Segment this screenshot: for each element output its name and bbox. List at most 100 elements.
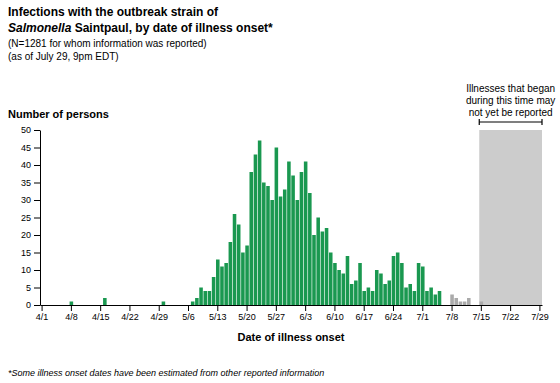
x-tick: 7/22 xyxy=(502,305,520,322)
bar xyxy=(266,186,270,305)
bar xyxy=(95,305,99,306)
bar xyxy=(425,291,429,305)
bar xyxy=(342,274,346,306)
bar xyxy=(82,305,86,306)
bar xyxy=(392,256,396,305)
y-tick: 50 xyxy=(21,125,40,135)
x-tick: 7/1 xyxy=(417,305,430,322)
marks xyxy=(70,130,542,305)
title: Infections with the outbreak strain of xyxy=(8,5,219,19)
y-tick-mark xyxy=(34,218,40,219)
bar xyxy=(509,305,513,306)
bar xyxy=(70,302,74,306)
bar xyxy=(358,263,362,305)
bar xyxy=(111,305,115,306)
bar xyxy=(178,305,182,306)
bar xyxy=(346,256,350,305)
bar xyxy=(408,284,412,305)
bar xyxy=(61,305,65,306)
x-tick-mark xyxy=(217,305,218,311)
x-tick-mark xyxy=(539,305,540,311)
bar xyxy=(191,302,195,306)
bar xyxy=(383,284,387,305)
bar xyxy=(237,225,241,306)
x-tick-label: 5/13 xyxy=(209,312,227,322)
x-tick-mark xyxy=(334,305,335,311)
bar xyxy=(513,305,517,306)
annotation: Illnesses that began xyxy=(466,83,555,94)
bar xyxy=(107,305,111,306)
title-italic: Salmonella xyxy=(8,21,72,35)
bar xyxy=(224,263,228,305)
x-tick: 4/1 xyxy=(36,305,49,322)
bar xyxy=(208,291,212,305)
x-tick: 7/15 xyxy=(473,305,491,322)
x-tick: 4/15 xyxy=(92,305,110,322)
x-tick-mark xyxy=(247,305,248,311)
bracket-end xyxy=(479,119,480,125)
y-tick-label: 30 xyxy=(21,195,31,205)
bar xyxy=(212,277,216,305)
bar xyxy=(270,200,274,305)
x-tick-mark xyxy=(276,305,277,311)
bar xyxy=(362,291,366,305)
bar xyxy=(216,260,220,306)
bar xyxy=(203,291,207,305)
x-tick-mark xyxy=(71,305,72,311)
bar xyxy=(57,305,61,306)
x-tick: 6/24 xyxy=(385,305,403,322)
y-tick-mark xyxy=(34,148,40,149)
bar xyxy=(141,305,145,306)
bar xyxy=(312,235,316,305)
y-tick: 25 xyxy=(21,213,40,223)
x-tick: 6/10 xyxy=(326,305,344,322)
bar xyxy=(375,270,379,305)
x-tick-label: 6/24 xyxy=(385,312,403,322)
y-tick-label: 25 xyxy=(21,213,31,223)
bar xyxy=(379,274,383,306)
bar xyxy=(404,288,408,306)
y-tick-mark xyxy=(34,165,40,166)
bar xyxy=(187,305,191,306)
x-tick-label: 6/10 xyxy=(326,312,344,322)
y-tick-mark xyxy=(34,200,40,201)
bar xyxy=(354,281,358,306)
bar xyxy=(262,183,266,306)
x-tick-mark xyxy=(42,305,43,311)
bar xyxy=(157,305,161,306)
x-tick-mark xyxy=(188,305,189,311)
bar xyxy=(275,148,279,306)
subtitle: (N=1281 for whom information was reporte… xyxy=(8,38,207,49)
y-tick-mark xyxy=(34,270,40,271)
bar xyxy=(480,302,484,306)
bar xyxy=(249,172,253,305)
bar xyxy=(74,305,78,306)
bar xyxy=(463,302,467,306)
y-tick: 30 xyxy=(21,195,40,205)
x-tick-label: 6/17 xyxy=(355,312,373,322)
x-tick-label: 4/22 xyxy=(121,312,139,322)
y-tick-label: 45 xyxy=(21,143,31,153)
bar xyxy=(413,291,417,305)
y-tick-mark xyxy=(34,253,40,254)
x-axis: 4/14/84/154/224/295/65/135/205/276/36/10… xyxy=(36,305,549,322)
bar xyxy=(245,246,249,306)
x-tick: 5/13 xyxy=(209,305,227,322)
y-tick: 35 xyxy=(21,178,40,188)
bar xyxy=(183,305,187,306)
bracket-line xyxy=(479,121,542,122)
bar xyxy=(300,172,304,305)
bar xyxy=(291,176,295,306)
bar xyxy=(279,197,283,306)
y-tick-label: 20 xyxy=(21,230,31,240)
bar xyxy=(153,305,157,306)
x-tick: 4/8 xyxy=(65,305,78,322)
bar xyxy=(199,288,203,306)
bar xyxy=(388,281,392,306)
bar xyxy=(195,298,199,305)
bar xyxy=(521,305,525,306)
x-tick-label: 4/1 xyxy=(36,312,49,322)
bar xyxy=(442,305,446,306)
footnote: *Some illness onset dates have been esti… xyxy=(8,368,324,378)
y-tick-mark xyxy=(34,305,40,306)
